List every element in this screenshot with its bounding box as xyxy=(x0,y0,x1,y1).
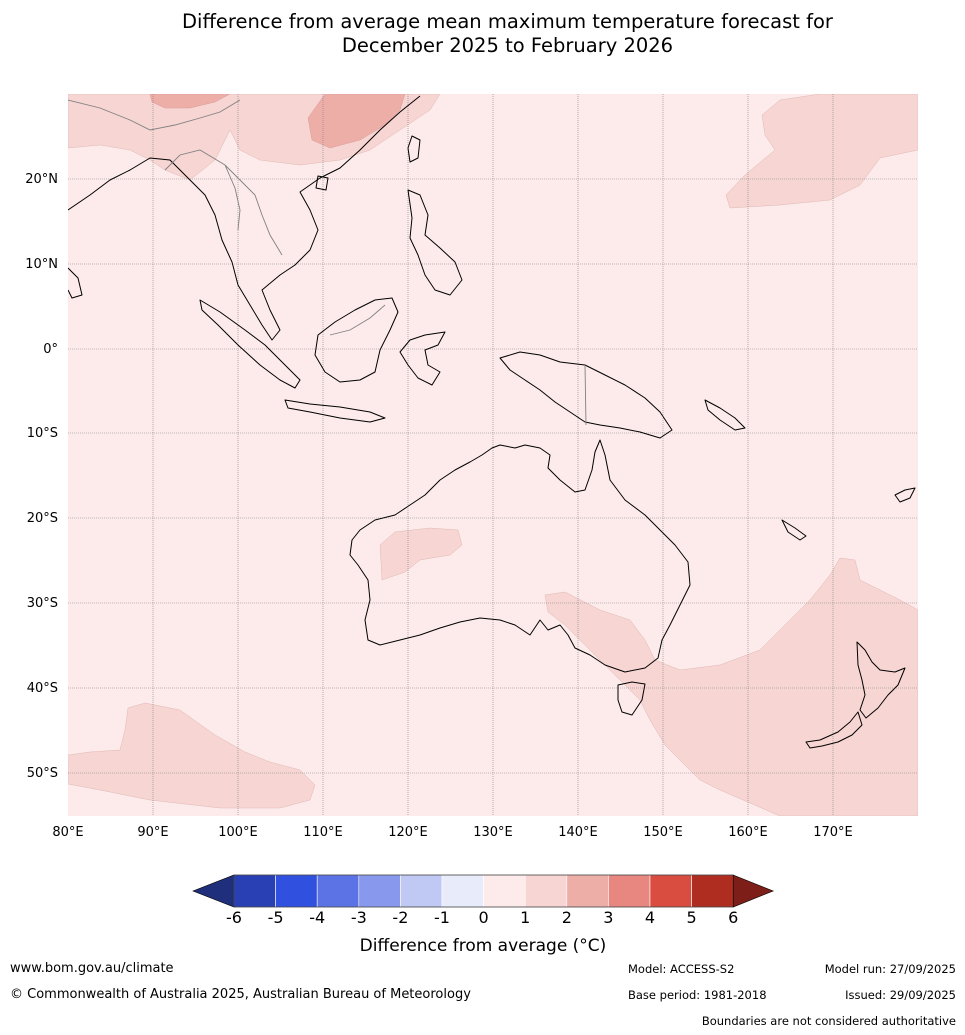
longitude-label: 130°E xyxy=(473,825,513,840)
southern-ocean-warm-patch xyxy=(68,702,316,809)
longitude-label: 170°E xyxy=(813,825,853,840)
latitude-label: 20°N xyxy=(25,172,58,187)
latitude-label: 10°S xyxy=(27,426,58,441)
latitude-labels: 20°N 10°N 0° 10°S 20°S 30°S 40°S 50°S xyxy=(25,172,58,781)
colorbar-tick-label: -5 xyxy=(268,908,284,927)
colorbar-tick-label: -6 xyxy=(226,908,242,927)
footer-model-run: Model run: 27/09/2025 xyxy=(824,962,956,976)
southeast-asia-mainland-coastline xyxy=(68,95,421,341)
southern-china-warm-patch xyxy=(307,94,406,149)
colorbar-outline xyxy=(233,874,734,908)
colorbar-tick-label: -2 xyxy=(392,908,408,927)
colorbar-segment xyxy=(358,874,401,908)
chart-title: Difference from average mean maximum tem… xyxy=(0,10,965,58)
new-guinea-coastline xyxy=(499,351,673,439)
colorbar-segment xyxy=(316,874,360,908)
longitude-label: 150°E xyxy=(643,825,683,840)
colorbar-segment xyxy=(400,874,443,908)
latitude-label: 40°S xyxy=(27,681,58,696)
solomon-islands-coastline xyxy=(704,399,746,431)
colorbar-tick-label: 3 xyxy=(603,908,613,927)
colorbar-tick-label: 2 xyxy=(562,908,572,927)
colorbar-segment xyxy=(233,874,276,908)
colorbar-segment xyxy=(441,874,484,908)
footer-copyright: © Commonwealth of Australia 2025, Austra… xyxy=(10,987,471,1002)
footer-boundaries-note: Boundaries are not considered authoritat… xyxy=(701,1014,956,1028)
longitude-label: 110°E xyxy=(303,825,343,840)
java-coastline xyxy=(284,399,386,423)
colorbar-tick-label: 5 xyxy=(687,908,697,927)
title-line-2: December 2025 to February 2026 xyxy=(341,34,674,57)
western-australia-warm-patch xyxy=(379,527,463,581)
colorbar-tick-label: 6 xyxy=(728,908,738,927)
footer-issued: Issued: 29/09/2025 xyxy=(845,988,956,1002)
india-coastline xyxy=(68,267,83,299)
latitude-label: 10°N xyxy=(25,257,58,272)
colorbar-label: Difference from average (°C) xyxy=(360,936,607,956)
country-boundaries xyxy=(68,99,587,426)
colorbar-tick-label: 0 xyxy=(479,908,489,927)
colorbar-segment xyxy=(608,874,651,908)
longitude-label: 90°E xyxy=(137,825,168,840)
footer-base-period: Base period: 1981-2018 xyxy=(628,988,767,1002)
longitude-label: 160°E xyxy=(728,825,768,840)
himalaya-boundaries xyxy=(68,99,241,131)
colorbar-segment xyxy=(649,874,692,908)
anomaly-patches xyxy=(68,94,918,816)
coastlines xyxy=(68,95,916,749)
colorbar: -6 -5 -4 -3 -2 -1 0 1 2 3 4 5 6 Difference from avera… xyxy=(192,874,775,956)
latitude-label: 20°S xyxy=(27,511,58,526)
colorbar-tick-label: -4 xyxy=(309,908,325,927)
png-indonesia-boundary xyxy=(584,364,587,426)
australia-coastline xyxy=(349,439,691,673)
taiwan-coastline xyxy=(407,135,421,163)
latitude-label: 30°S xyxy=(27,596,58,611)
title-line-1: Difference from average mean maximum tem… xyxy=(182,10,833,33)
colorbar-segment xyxy=(566,874,609,908)
colorbar-tick-label: 1 xyxy=(520,908,530,927)
footer-url[interactable]: www.bom.gov.au/climate xyxy=(10,961,174,976)
longitude-label: 80°E xyxy=(52,825,83,840)
colorbar-tick-label: 4 xyxy=(645,908,655,927)
new-caledonia-coastline xyxy=(781,519,807,541)
nz-south-island-coastline xyxy=(805,711,863,749)
fiji-coastline xyxy=(894,487,916,503)
colorbar-extend-low xyxy=(192,874,235,908)
himalaya-warm-patch xyxy=(149,94,231,109)
longitude-label: 100°E xyxy=(218,825,258,840)
graticule xyxy=(68,94,918,816)
colorbar-extend-high xyxy=(732,874,775,908)
latitude-label: 0° xyxy=(43,342,58,357)
colorbar-segment xyxy=(275,874,318,908)
colorbar-segment xyxy=(483,874,526,908)
longitude-label: 140°E xyxy=(558,825,598,840)
borneo-coastline xyxy=(314,297,399,383)
tasmania-coastline xyxy=(617,681,646,716)
tasman-sea-warm-region xyxy=(544,557,918,816)
philippines-coastline xyxy=(407,189,463,296)
nz-north-island-coastline xyxy=(856,641,906,719)
latitude-label: 50°S xyxy=(27,766,58,781)
longitude-labels: 80°E 90°E 100°E 110°E 120°E 130°E 140°E 150°E 16… xyxy=(52,825,852,840)
hainan-coastline xyxy=(315,175,329,191)
borneo-boundary xyxy=(329,304,386,336)
longitude-label: 120°E xyxy=(388,825,428,840)
colorbar-segment xyxy=(524,874,568,908)
footer-model: Model: ACCESS-S2 xyxy=(628,962,735,976)
indochina-boundaries xyxy=(164,149,283,256)
sulawesi-coastline xyxy=(399,331,446,386)
colorbar-segment xyxy=(691,874,734,908)
colorbar-tick-label: -1 xyxy=(434,908,450,927)
colorbar-tick-label: -3 xyxy=(351,908,367,927)
sumatra-coastline xyxy=(199,299,301,389)
north-pacific-warm-patch xyxy=(725,94,918,209)
